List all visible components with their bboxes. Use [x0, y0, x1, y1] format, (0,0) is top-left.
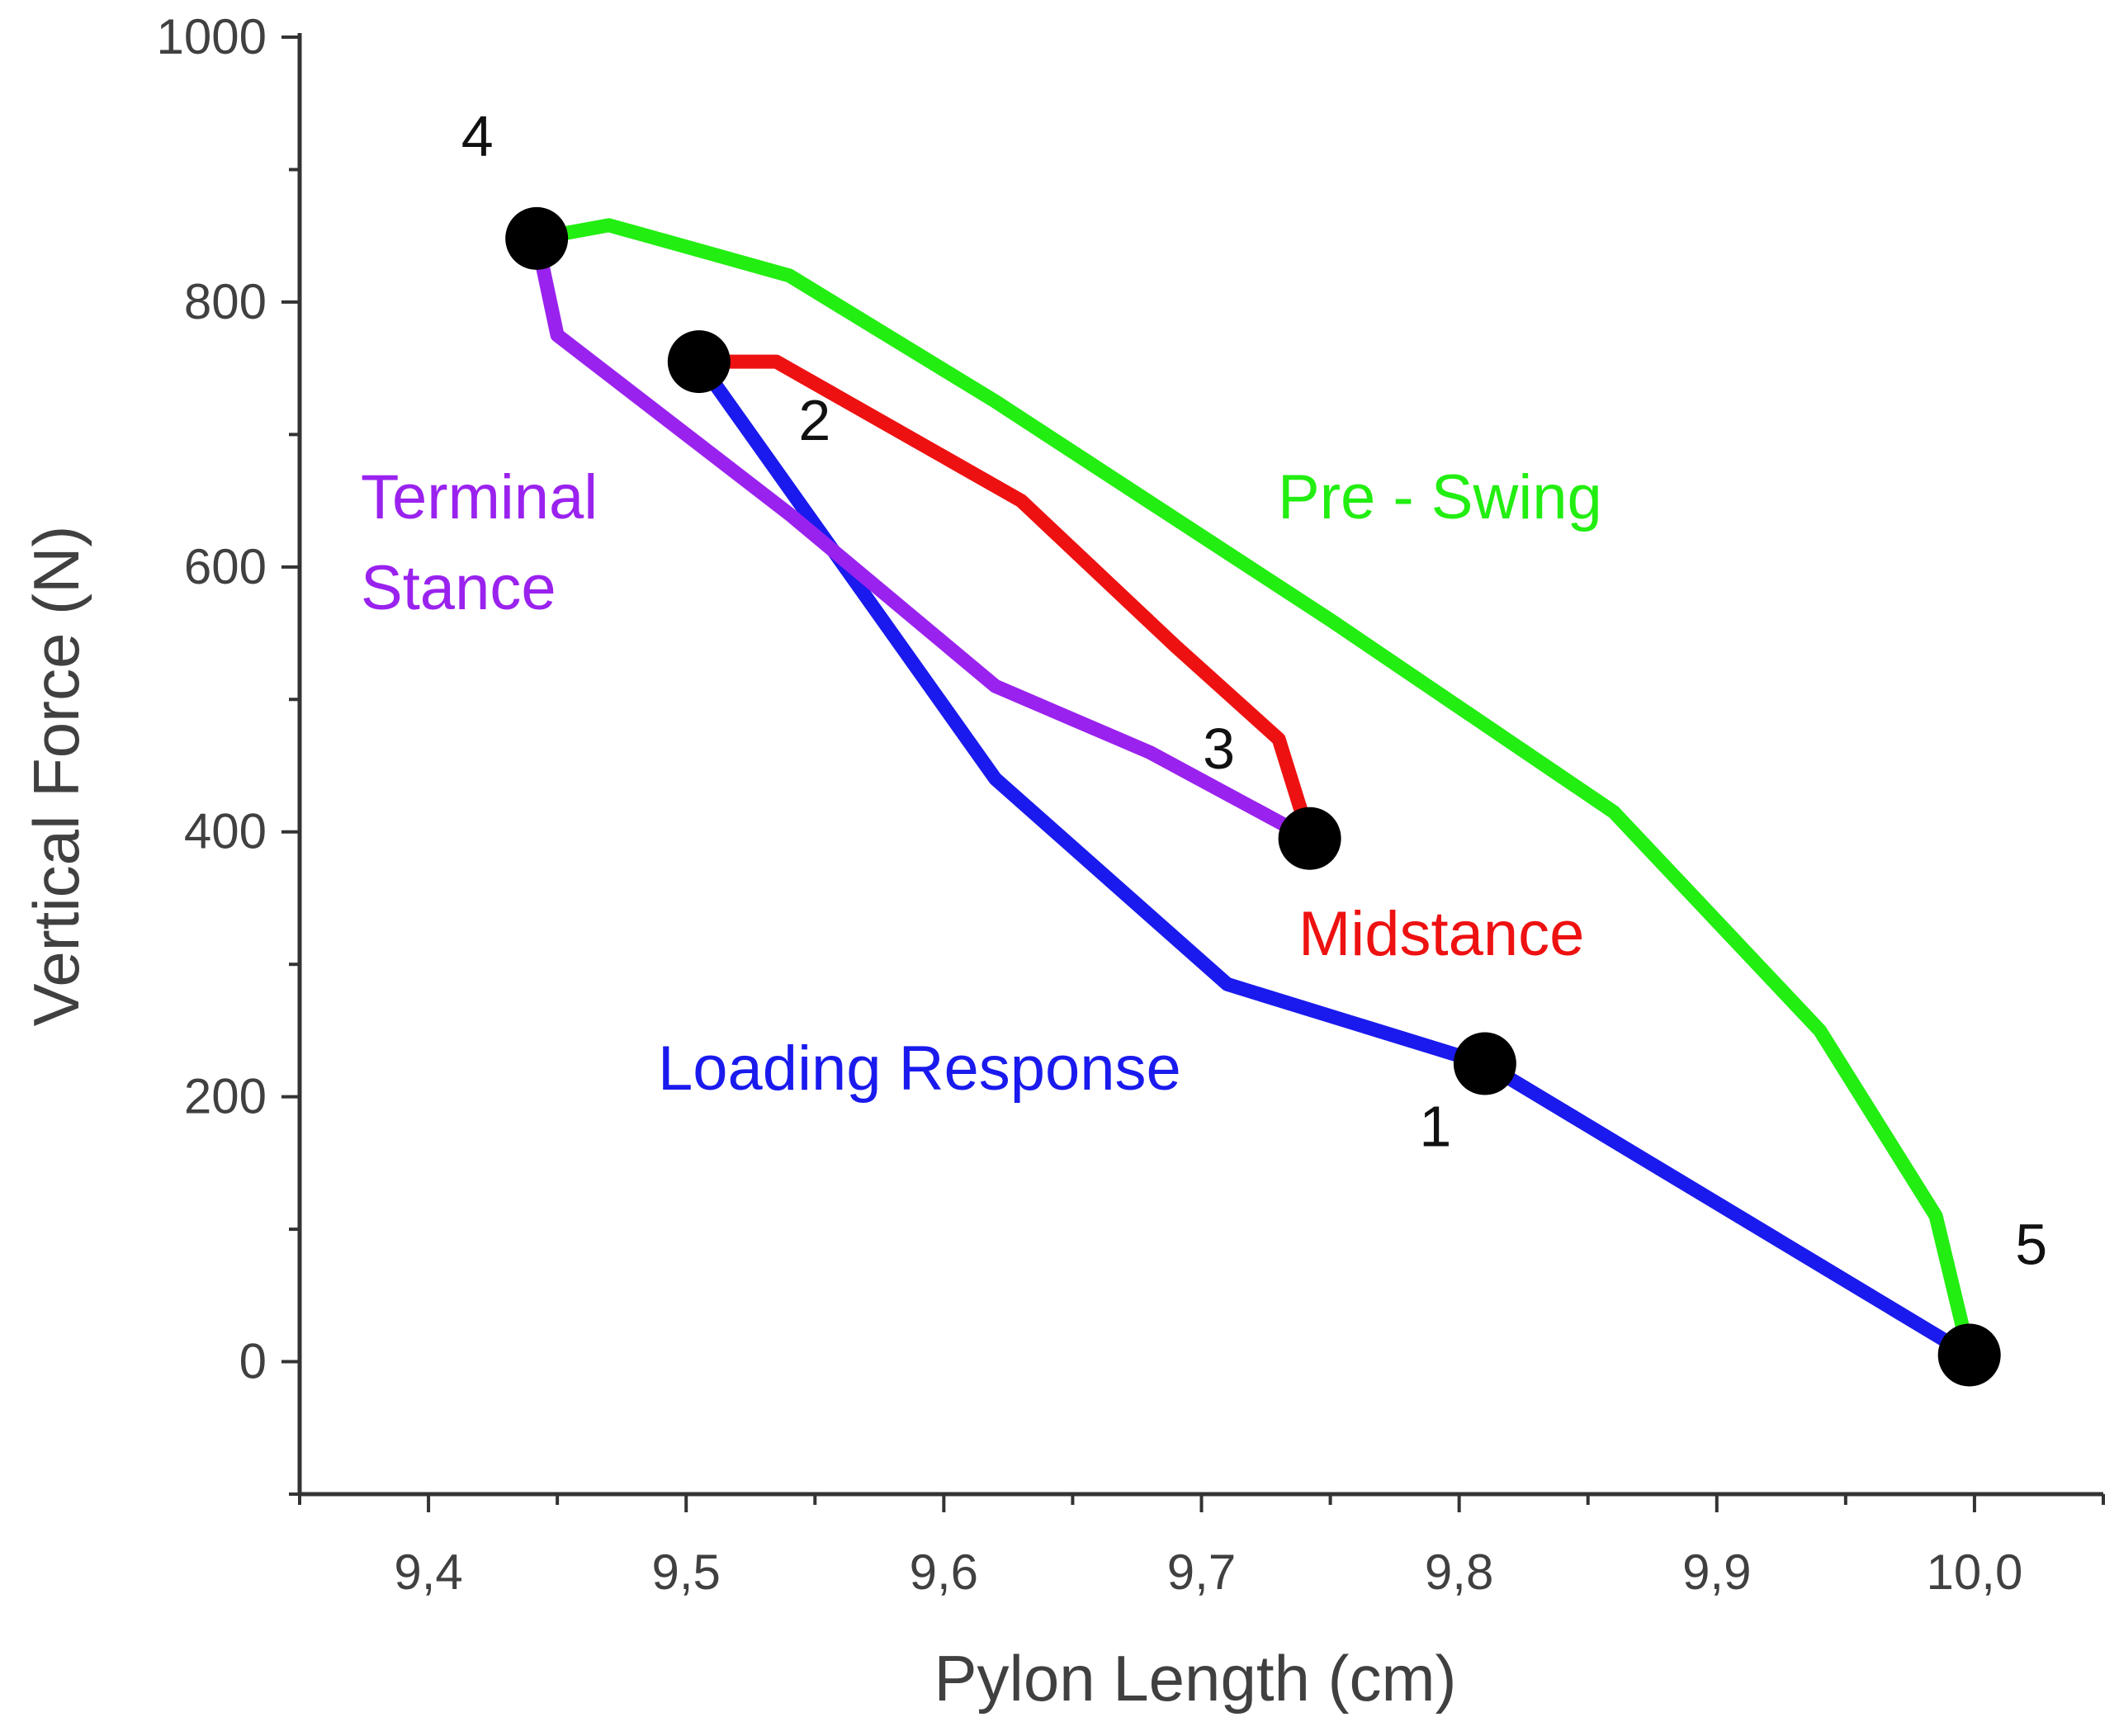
y-axis-title: Vertical Force (N)	[20, 526, 92, 1027]
x-tick-label: 9,6	[910, 1544, 978, 1600]
y-tick-label: 600	[184, 539, 267, 594]
series-line-pre-swing	[529, 218, 1977, 1362]
x-tick-label: 9,4	[394, 1544, 462, 1600]
y-tick-label: 800	[184, 274, 267, 329]
y-tick-label: 0	[239, 1334, 267, 1389]
annotations: Terminal Stance Pre - Swing Midstance Loadin…	[361, 462, 1602, 1104]
point-label-2: 2	[798, 388, 830, 452]
annotation-pre-swing: Pre - Swing	[1278, 462, 1602, 532]
ticks: 9,4 9,5 9,6 9,7 9,8 9,9 10,0 0 200 400 600 800 1000	[157, 9, 2105, 1600]
x-axis-title: Pylon Length (cm)	[934, 1642, 1457, 1715]
x-tick-label: 9,7	[1167, 1544, 1236, 1600]
point-marker-2	[667, 330, 731, 394]
point-marker-4	[505, 206, 569, 270]
y-tick-label: 400	[184, 804, 267, 859]
series-lines	[529, 218, 1977, 1362]
annotation-midstance: Midstance	[1298, 899, 1584, 969]
point-marker-1	[1453, 1032, 1516, 1095]
point-markers: 1 2 3 4 5	[461, 104, 2047, 1387]
point-label-5: 5	[2015, 1213, 2047, 1277]
y-tick-label: 1000	[157, 9, 267, 64]
x-tick-label: 9,9	[1682, 1544, 1751, 1600]
x-tick-label: 9,8	[1425, 1544, 1493, 1600]
annotation-loading-response: Loading Response	[658, 1034, 1181, 1104]
point-marker-3	[1278, 807, 1341, 870]
point-label-1: 1	[1419, 1095, 1451, 1159]
point-label-3: 3	[1203, 717, 1235, 781]
annotation-terminal-stance-line-1: Terminal	[361, 462, 598, 532]
annotation-terminal-stance-line-2: Stance	[361, 553, 556, 623]
point-label-4: 4	[461, 104, 494, 168]
x-tick-label: 10,0	[1927, 1544, 2023, 1600]
point-marker-5	[1937, 1323, 2001, 1387]
series-line-midstance	[692, 354, 1317, 846]
y-tick-label: 200	[184, 1069, 267, 1124]
x-tick-label: 9,5	[652, 1544, 721, 1600]
series-line-terminal-stance	[529, 231, 1317, 846]
series-line-loading-response-to-1	[1478, 1057, 1977, 1362]
